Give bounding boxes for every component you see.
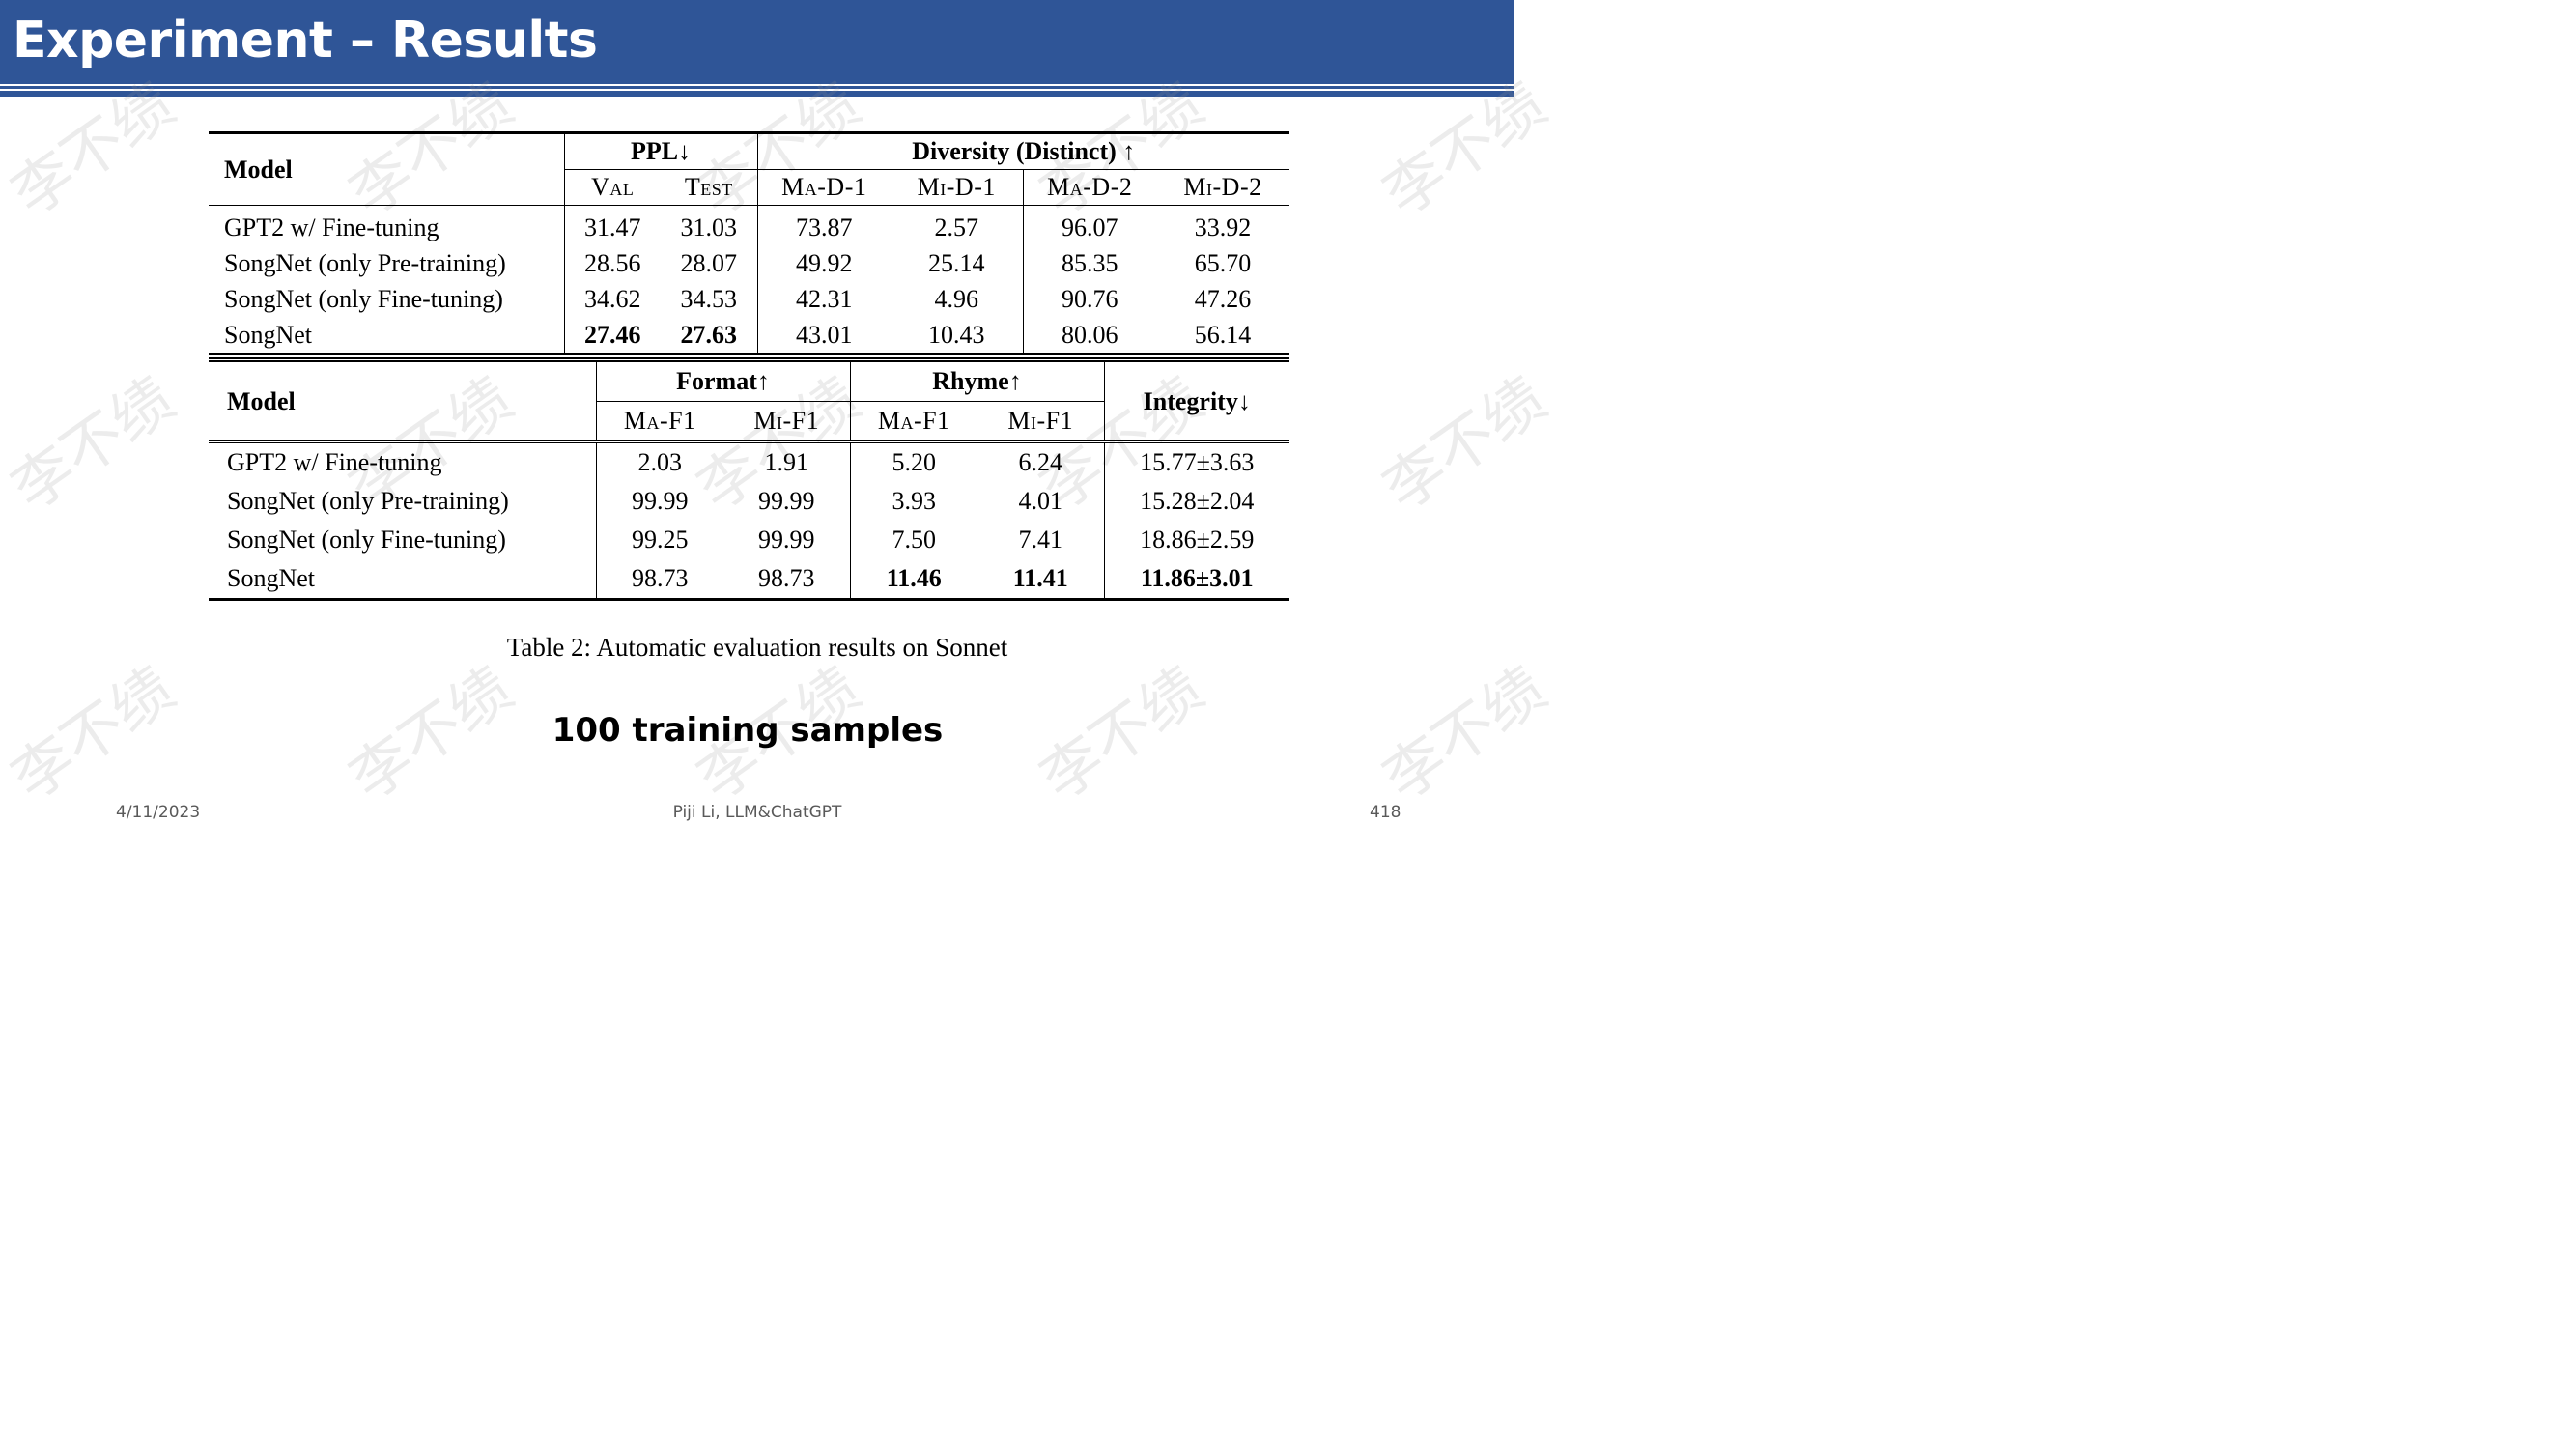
cell: 5.20	[892, 448, 937, 476]
subheader-mi-d-2: Mi-D-2	[1156, 169, 1290, 206]
subheader-mi-d-1: Mi-D-1	[891, 169, 1024, 206]
cell: 28.56	[584, 248, 641, 277]
table-row: GPT2 w/ Fine-tuning 2.03 1.91 5.20 6.24 …	[209, 441, 1289, 482]
table-row: SongNet 98.73 98.73 11.46 11.41 11.86±3.…	[209, 559, 1289, 600]
row-label: SongNet	[209, 317, 565, 355]
table-row: SongNet (only Fine-tuning) 34.62 34.53 4…	[209, 281, 1289, 317]
cell: 3.93	[892, 487, 937, 515]
cell: 6.24	[977, 441, 1105, 482]
format-header: Format↑	[596, 359, 851, 402]
format-rhyme-integrity-table: Model Format↑ Rhyme↑ Integrity↓ Ma-F1 Mi…	[209, 357, 1289, 601]
cell: 98.73	[723, 559, 851, 600]
cell: 80.06	[1062, 320, 1118, 349]
title-bar: Experiment – Results	[0, 0, 1514, 84]
cell: 34.62	[584, 284, 641, 313]
cell: 42.31	[796, 284, 853, 313]
table-row: SongNet (only Pre-training) 99.99 99.99 …	[209, 482, 1289, 521]
cell: 10.43	[891, 317, 1024, 355]
subheader-ma-d-1: Ma-D-1	[757, 169, 892, 206]
table-row: SongNet (only Pre-training) 28.56 28.07 …	[209, 245, 1289, 281]
cell: 99.99	[632, 487, 689, 515]
row-label: SongNet	[209, 559, 597, 600]
table-row: SongNet (only Fine-tuning) 99.25 99.99 7…	[209, 521, 1289, 559]
cell: 33.92	[1194, 213, 1252, 242]
subheader-ma-d-2: Ma-D-2	[1023, 169, 1157, 206]
cell: 49.92	[796, 248, 853, 277]
footer-author: Piji Li, LLM&ChatGPT	[672, 803, 842, 822]
cell: 11.46	[886, 564, 942, 592]
subheader-rhyme-mi-f1: Mi-F1	[977, 401, 1105, 443]
cell: 99.99	[723, 521, 851, 559]
training-samples-note: 100 training samples	[552, 711, 944, 750]
slide-title: Experiment – Results	[13, 12, 598, 70]
cell: 2.03	[637, 448, 683, 476]
cell: 7.50	[892, 526, 937, 554]
cell: 99.25	[632, 526, 689, 554]
integrity-header: Integrity↓	[1143, 386, 1251, 415]
rhyme-header: Rhyme↑	[850, 359, 1105, 402]
cell: 31.03	[661, 205, 758, 245]
footer-date: 4/11/2023	[116, 803, 201, 822]
cell: 73.87	[796, 213, 853, 242]
title-divider-thick	[0, 91, 1514, 97]
cell: 96.07	[1062, 213, 1118, 242]
table-caption: Table 2: Automatic evaluation results on…	[506, 633, 1008, 662]
cell: 4.01	[977, 482, 1105, 521]
subheader-format-mi-f1: Mi-F1	[723, 401, 851, 443]
cell: 7.41	[977, 521, 1105, 559]
cell: 15.28±2.04	[1140, 487, 1255, 515]
cell: 99.99	[723, 482, 851, 521]
cell: 47.26	[1194, 284, 1252, 313]
title-divider	[0, 86, 1514, 89]
model-header: Model	[209, 132, 565, 206]
cell: 28.07	[661, 245, 758, 281]
cell: 56.14	[1194, 320, 1252, 349]
row-label: SongNet (only Pre-training)	[209, 482, 597, 521]
cell: 85.35	[1062, 248, 1118, 277]
cell: 11.86±3.01	[1140, 564, 1254, 592]
cell: 15.77±3.63	[1140, 448, 1255, 476]
row-label: SongNet (only Fine-tuning)	[209, 521, 597, 559]
cell: 18.86±2.59	[1140, 526, 1255, 554]
table-row: SongNet 27.46 27.63 43.01 10.43 80.06 56…	[209, 317, 1289, 355]
subheader-val: Val	[564, 169, 661, 206]
ppl-header: PPL↓	[564, 132, 758, 170]
row-label: SongNet (only Fine-tuning)	[209, 281, 565, 317]
watermark: 李不绩	[0, 363, 187, 525]
cell: 2.57	[891, 205, 1024, 245]
row-label: SongNet (only Pre-training)	[209, 245, 565, 281]
diversity-header: Diversity (Distinct) ↑	[757, 132, 1290, 170]
cell: 98.73	[632, 564, 689, 592]
cell: 25.14	[891, 245, 1024, 281]
page-number: 418	[1370, 803, 1401, 822]
cell: 65.70	[1194, 248, 1252, 277]
cell: 1.91	[723, 441, 851, 482]
cell: 34.53	[661, 281, 758, 317]
cell: 27.63	[661, 317, 758, 355]
cell: 31.47	[584, 213, 641, 242]
watermark: 李不绩	[1371, 363, 1559, 525]
cell: 4.96	[891, 281, 1024, 317]
cell: 43.01	[796, 320, 853, 349]
row-label: GPT2 w/ Fine-tuning	[209, 205, 565, 245]
row-label: GPT2 w/ Fine-tuning	[209, 441, 597, 482]
model-header: Model	[209, 359, 597, 442]
subheader-rhyme-ma-f1: Ma-F1	[850, 401, 977, 443]
cell: 90.76	[1062, 284, 1118, 313]
table-row: GPT2 w/ Fine-tuning 31.47 31.03 73.87 2.…	[209, 205, 1289, 245]
cell: 27.46	[584, 320, 641, 349]
cell: 11.41	[977, 559, 1105, 600]
ppl-diversity-table: Model PPL↓ Diversity (Distinct) ↑ Val Te…	[209, 131, 1290, 355]
subheader-test: Test	[661, 169, 758, 206]
subheader-format-ma-f1: Ma-F1	[596, 401, 723, 443]
